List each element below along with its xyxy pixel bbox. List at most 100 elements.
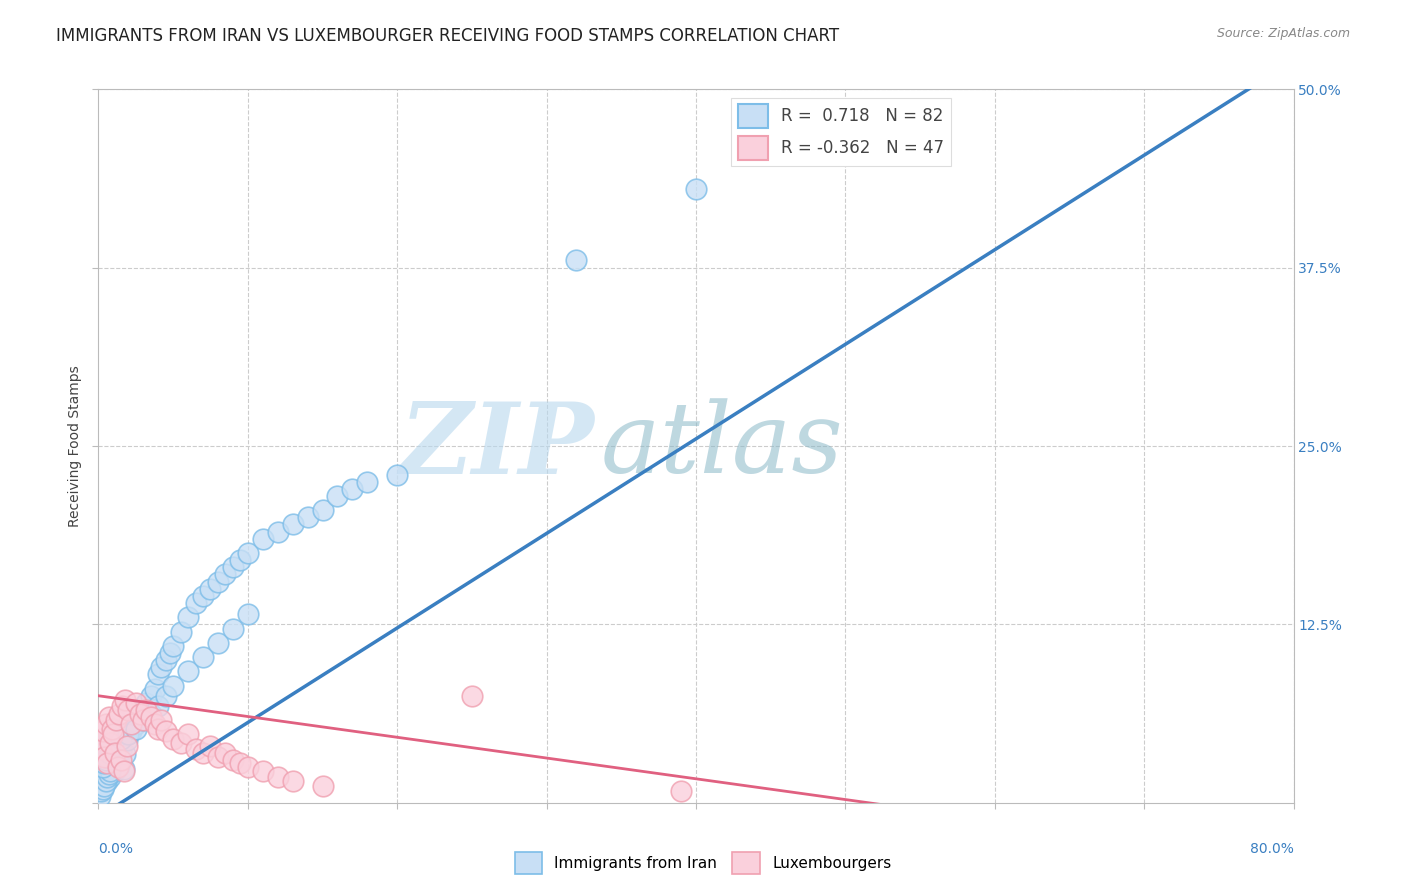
Point [169, 736, 191, 750]
Point [103, 736, 125, 750]
Point [565, 253, 588, 268]
Point [100, 764, 122, 779]
Point [101, 756, 124, 770]
Point [125, 696, 148, 710]
Point [143, 717, 166, 731]
Point [169, 624, 191, 639]
Point [125, 722, 148, 736]
Point [129, 707, 152, 722]
Point [103, 741, 125, 756]
Legend: R =  0.718   N = 82, R = -0.362   N = 47: R = 0.718 N = 82, R = -0.362 N = 47 [731, 97, 950, 167]
Point [236, 607, 259, 622]
Point [117, 727, 139, 741]
Point [159, 646, 181, 660]
Text: atlas: atlas [600, 399, 844, 493]
Point [155, 724, 177, 739]
Point [108, 758, 131, 772]
Point [97, 710, 120, 724]
Point [110, 744, 132, 758]
Point [104, 746, 127, 760]
Point [281, 774, 304, 789]
Point [91, 746, 114, 760]
Point [252, 764, 274, 779]
Text: IMMIGRANTS FROM IRAN VS LUXEMBOURGER RECEIVING FOOD STAMPS CORRELATION CHART: IMMIGRANTS FROM IRAN VS LUXEMBOURGER REC… [56, 27, 839, 45]
Point [184, 741, 207, 756]
Point [96, 750, 118, 764]
Point [103, 727, 125, 741]
Point [100, 741, 122, 756]
Point [132, 703, 155, 717]
Point [97, 731, 120, 746]
Point [120, 724, 142, 739]
Point [148, 722, 170, 736]
Point [267, 524, 290, 539]
Point [143, 681, 166, 696]
Point [132, 713, 155, 727]
Point [94, 753, 117, 767]
Point [222, 560, 245, 574]
Point [89, 789, 111, 803]
Point [311, 503, 333, 517]
Point [148, 667, 170, 681]
Point [214, 746, 236, 760]
Point [177, 665, 200, 679]
Point [139, 710, 162, 724]
Point [90, 760, 112, 774]
Point [222, 753, 245, 767]
Point [214, 567, 236, 582]
Point [94, 774, 117, 789]
Point [685, 182, 707, 196]
Point [162, 639, 184, 653]
Point [162, 731, 184, 746]
Legend: Immigrants from Iran, Luxembourgers: Immigrants from Iran, Luxembourgers [509, 846, 897, 880]
Text: ZIP: ZIP [399, 398, 595, 494]
Text: Source: ZipAtlas.com: Source: ZipAtlas.com [1216, 27, 1350, 40]
Point [100, 736, 122, 750]
Point [267, 770, 290, 784]
Point [184, 596, 207, 610]
Point [117, 703, 139, 717]
Point [96, 774, 118, 789]
Point [111, 698, 134, 713]
Point [229, 756, 252, 770]
Point [139, 707, 162, 722]
Point [207, 574, 229, 589]
Point [191, 746, 214, 760]
Point [207, 750, 229, 764]
Point [97, 767, 120, 781]
Text: 0.0%: 0.0% [98, 842, 134, 856]
Point [101, 722, 124, 736]
Point [104, 764, 127, 779]
Point [105, 750, 128, 764]
Point [112, 762, 135, 776]
Point [110, 731, 132, 746]
Point [200, 739, 222, 753]
Point [135, 696, 157, 710]
Point [114, 693, 136, 707]
Point [132, 713, 155, 727]
Point [107, 736, 129, 750]
Point [96, 756, 118, 770]
Point [148, 698, 170, 713]
Point [93, 756, 115, 770]
Point [222, 622, 245, 636]
Point [200, 582, 222, 596]
Point [91, 760, 114, 774]
Point [91, 781, 114, 796]
Point [155, 689, 177, 703]
Point [101, 739, 124, 753]
Point [97, 746, 120, 760]
Point [191, 589, 214, 603]
Point [385, 467, 409, 482]
Point [89, 731, 111, 746]
Point [107, 760, 129, 774]
Point [125, 717, 148, 731]
Point [110, 753, 132, 767]
Point [120, 717, 142, 731]
Point [115, 739, 138, 753]
Point [111, 730, 134, 744]
Point [96, 770, 118, 784]
Point [669, 784, 692, 798]
Point [191, 650, 214, 665]
Point [356, 475, 378, 489]
